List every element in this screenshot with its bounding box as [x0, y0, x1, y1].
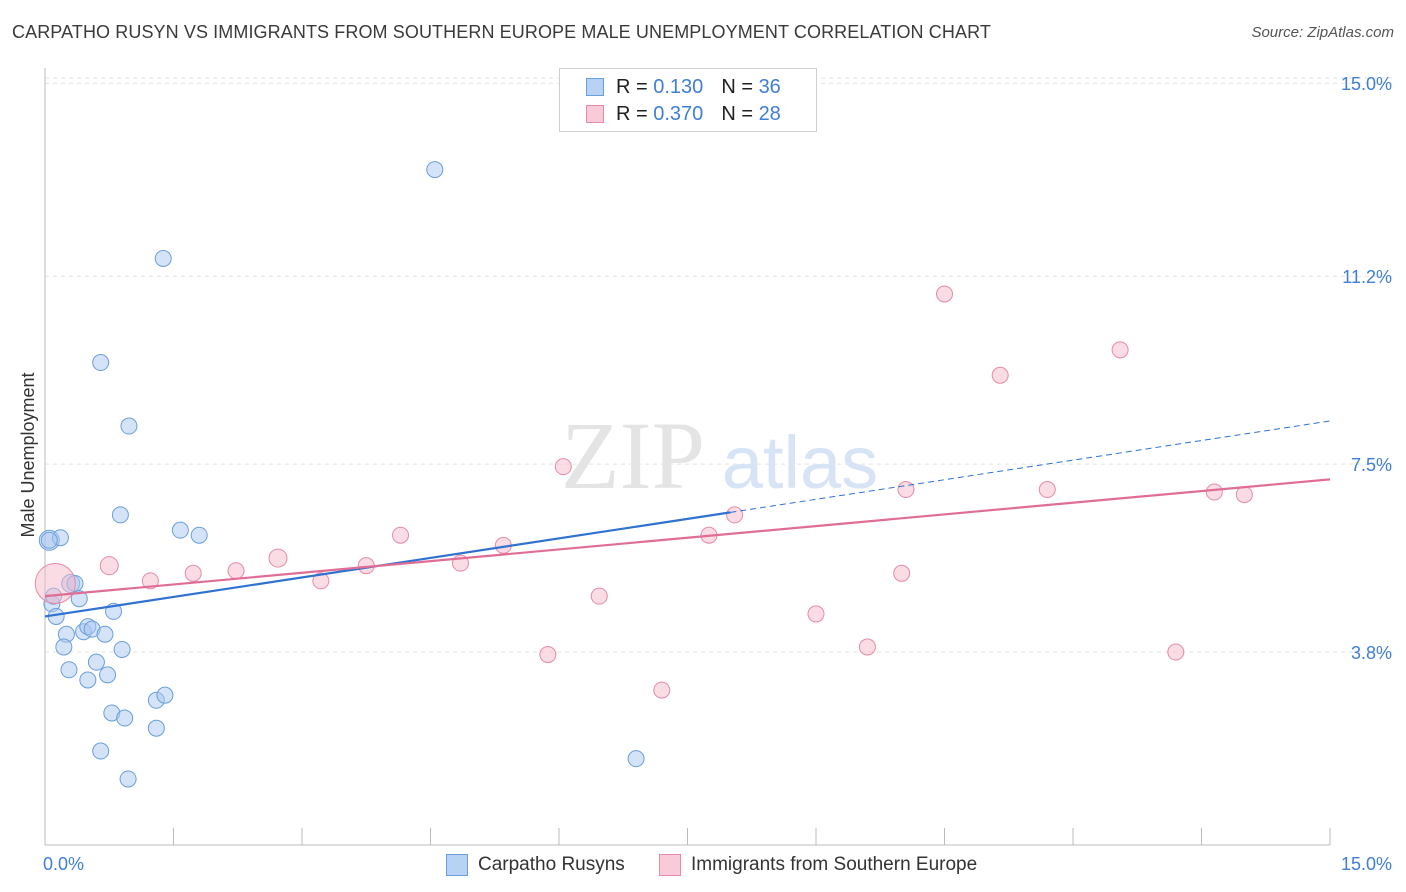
correlation-legend: R = 0.130 N = 36 R = 0.370 N = 28 — [559, 68, 817, 132]
trend-lines — [44, 420, 1331, 618]
point-carpatho-rusyn — [92, 354, 110, 372]
point-southern-europe — [554, 458, 572, 476]
bottom-legend-southern-europe: Immigrants from Southern Europe — [659, 852, 977, 878]
point-southern-europe — [1205, 483, 1223, 501]
point-southern-europe — [34, 562, 76, 604]
x-tick-labels: 0.0% 15.0% — [43, 854, 1392, 874]
bottom-legend-label: Immigrants from Southern Europe — [691, 854, 978, 875]
legend-n-label: N = — [721, 75, 753, 98]
point-southern-europe — [312, 572, 330, 590]
y-tick-label: 7.5% — [1351, 455, 1392, 475]
chart-title: CARPATHO RUSYN VS IMMIGRANTS FROM SOUTHE… — [12, 22, 991, 42]
legend-row-carpatho: R = 0.130 N = 36 — [586, 75, 781, 99]
legend-r-value: 0.370 — [653, 102, 704, 125]
point-carpatho-rusyn — [154, 249, 172, 267]
legend-row-southern-europe: R = 0.370 N = 28 — [586, 102, 781, 126]
grid-lines — [45, 77, 1392, 653]
point-southern-europe — [184, 564, 202, 582]
legend-r-label: R = — [616, 75, 648, 98]
trend-line-carpatho-extension — [730, 420, 1331, 513]
point-carpatho-rusyn — [119, 770, 137, 788]
point-southern-europe — [858, 638, 876, 656]
point-southern-europe — [991, 366, 1009, 384]
trend-line-southern-europe — [44, 478, 1331, 598]
point-carpatho-rusyn — [79, 671, 97, 689]
point-carpatho-rusyn — [147, 719, 165, 737]
legend-r-value: 0.130 — [653, 75, 704, 98]
y-tick-label: 3.8% — [1351, 643, 1392, 663]
point-carpatho-rusyn — [120, 417, 138, 435]
point-carpatho-rusyn — [111, 506, 129, 524]
x-tick-label: 0.0% — [43, 854, 84, 874]
y-tick-label: 15.0% — [1341, 74, 1392, 94]
point-carpatho-rusyn — [40, 531, 58, 549]
point-carpatho-rusyn — [171, 521, 189, 539]
point-southern-europe — [653, 681, 671, 699]
point-southern-europe — [590, 587, 608, 605]
bottom-legend-carpatho: Carpatho Rusyns — [446, 852, 625, 878]
point-southern-europe — [227, 562, 245, 580]
legend-n-value: 28 — [758, 102, 781, 125]
bottom-legend-swatch-blue — [446, 854, 468, 876]
point-southern-europe — [539, 646, 557, 664]
point-southern-europe — [268, 548, 288, 568]
point-carpatho-rusyn — [426, 161, 444, 179]
point-southern-europe — [1038, 481, 1056, 499]
point-carpatho-rusyn — [156, 686, 174, 704]
y-tick-labels: 3.8% 7.5% 11.2% 15.0% — [1341, 74, 1392, 663]
bottom-legend-swatch-pink — [659, 854, 681, 876]
point-southern-europe — [726, 506, 744, 524]
point-carpatho-rusyn — [55, 638, 73, 656]
watermark-atlas: atlas — [722, 421, 878, 504]
point-carpatho-rusyn — [627, 750, 645, 768]
legend-swatch-pink — [586, 105, 604, 123]
point-southern-europe — [893, 564, 911, 582]
point-carpatho-rusyn — [60, 661, 78, 679]
y-axis-title: Male Unemployment — [18, 372, 38, 537]
bottom-legend-label: Carpatho Rusyns — [478, 854, 625, 875]
watermark-zip: ZIP — [561, 402, 705, 509]
point-carpatho-rusyn — [96, 625, 114, 643]
point-carpatho-rusyn — [99, 666, 117, 684]
point-southern-europe — [1167, 643, 1185, 661]
legend-swatch-blue — [586, 78, 604, 96]
point-carpatho-rusyn — [113, 640, 131, 658]
point-southern-europe — [392, 526, 410, 544]
point-carpatho-rusyn — [87, 653, 105, 671]
point-carpatho-rusyn — [190, 526, 208, 544]
point-southern-europe — [1111, 341, 1129, 359]
point-southern-europe — [99, 556, 119, 576]
y-tick-label: 11.2% — [1342, 267, 1392, 287]
legend-r-label: R = — [616, 102, 648, 125]
point-carpatho-rusyn — [116, 709, 134, 727]
watermark: ZIP atlas — [561, 402, 878, 509]
x-tick-label: 15.0% — [1341, 854, 1392, 874]
legend-n-value: 36 — [758, 75, 781, 98]
point-carpatho-rusyn — [70, 590, 88, 608]
point-carpatho-rusyn — [92, 742, 110, 760]
point-southern-europe — [141, 572, 159, 590]
point-southern-europe — [897, 481, 915, 499]
source-label: Source: ZipAtlas.com — [1251, 24, 1394, 41]
point-southern-europe — [1235, 486, 1253, 504]
point-southern-europe — [807, 605, 825, 623]
axes — [44, 68, 1331, 846]
legend-n-label: N = — [721, 102, 753, 125]
point-southern-europe — [936, 285, 953, 303]
